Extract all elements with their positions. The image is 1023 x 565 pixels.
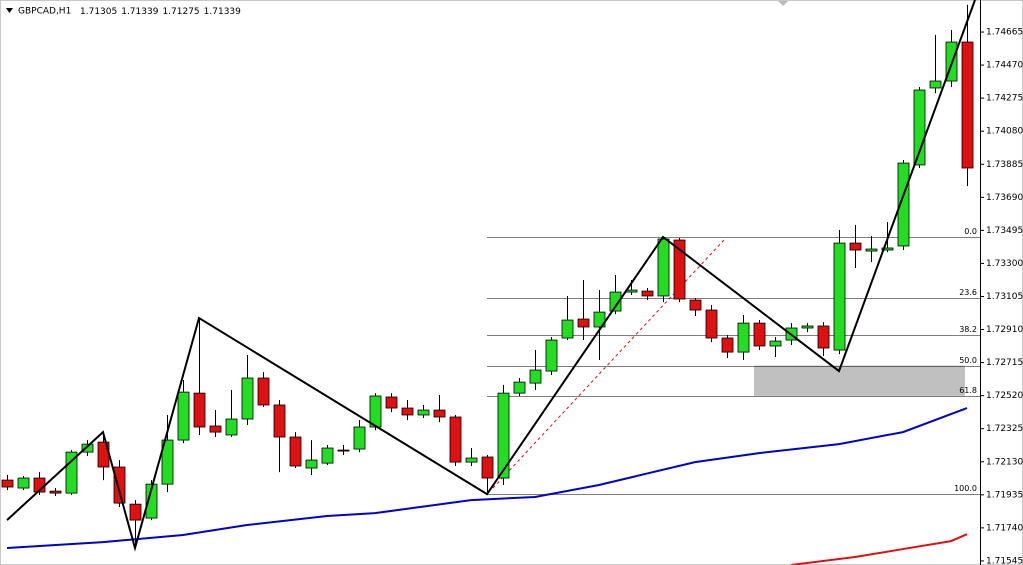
candle-body [705, 309, 718, 339]
symbol-title: GBPCAD,H1 [18, 7, 71, 17]
candle-body [65, 451, 78, 494]
candle-body [513, 381, 526, 394]
y-tick-label: 1.72520 [986, 391, 1023, 401]
candle-body [497, 392, 510, 479]
candle-body [81, 443, 94, 453]
y-tick-label: 1.72715 [986, 358, 1023, 368]
candle-body [577, 318, 590, 328]
candle-body [833, 242, 846, 351]
candle-body [481, 456, 494, 479]
y-tick-label: 1.73105 [986, 292, 1023, 302]
candle-body [353, 426, 366, 450]
candle-body [401, 407, 414, 416]
candle-body [737, 322, 750, 353]
candle-body [753, 322, 766, 347]
candle-body [657, 238, 670, 297]
candle-body [801, 325, 814, 329]
quote-value: 1.71305 [80, 7, 117, 17]
candle-body [913, 89, 926, 166]
candle-body [721, 337, 734, 353]
menu-arrow[interactable] [6, 8, 13, 13]
fib-label: 50.0 [959, 356, 977, 365]
candle-body [273, 404, 286, 438]
candle-body [465, 457, 478, 463]
candle-body [897, 162, 910, 247]
y-tick-label: 1.72325 [986, 424, 1023, 434]
candle-body [161, 439, 174, 485]
fib-label: 23.6 [959, 288, 977, 297]
y-tick-label: 1.72910 [986, 325, 1023, 335]
y-tick-label: 1.73690 [986, 193, 1023, 203]
candle-body [321, 447, 334, 464]
y-tick-label: 1.73495 [986, 226, 1023, 236]
candle-body [529, 369, 542, 384]
candle-body [545, 339, 558, 372]
candle-body [225, 418, 238, 436]
y-tick-label: 1.74470 [986, 61, 1023, 71]
candle-body [561, 319, 574, 339]
fib-label: 38.2 [959, 325, 977, 334]
y-tick-label: 1.71545 [986, 556, 1023, 565]
candle-body [593, 311, 606, 328]
candle-body [17, 477, 30, 489]
candle-body [369, 395, 382, 428]
candle-body [817, 325, 830, 349]
y-tick-label: 1.74080 [986, 127, 1023, 137]
candle-body [289, 436, 302, 467]
candle-body [177, 391, 190, 441]
candle-body [865, 248, 878, 252]
candle-body [241, 377, 254, 420]
candle-body [257, 377, 270, 406]
candle-body [113, 466, 126, 504]
candle-body [129, 503, 142, 521]
quote: 1.71305 1.71339 1.71275 1.71339 [80, 7, 241, 17]
candle-body [689, 299, 702, 311]
y-tick-label: 1.74665 [986, 28, 1023, 38]
candle-body [385, 396, 398, 409]
candle-body [417, 409, 430, 416]
candle-body [673, 239, 686, 300]
candle-body [849, 242, 862, 251]
candle-body [609, 291, 622, 312]
candle-body [337, 449, 350, 452]
fib-label: 100.0 [954, 484, 977, 493]
moving-average [6, 407, 968, 550]
y-tick-label: 1.71935 [986, 490, 1023, 500]
fib-label: 0.0 [964, 227, 977, 236]
y-tick-label: 1.72130 [986, 457, 1023, 467]
fib-label: 61.8 [959, 386, 977, 395]
quote-value: 1.71339 [204, 7, 241, 17]
fib-zone [754, 365, 965, 396]
candle-body [433, 409, 446, 418]
candle-body [881, 247, 894, 251]
candle-body [641, 290, 654, 297]
quote-value: 1.71275 [162, 7, 199, 17]
moving-average [790, 533, 968, 565]
candle-body [49, 490, 62, 494]
shift-marker [778, 1, 788, 6]
zigzag [6, 0, 976, 552]
candle-body [1, 479, 14, 488]
candle-body [305, 459, 318, 469]
y-tick-label: 1.73885 [986, 160, 1023, 170]
candle-body [209, 425, 222, 433]
y-tick-label: 1.73300 [986, 259, 1023, 269]
y-tick-label: 1.71740 [986, 523, 1023, 533]
candle-body [145, 483, 158, 519]
trend-line [492, 239, 725, 489]
candle-body [193, 392, 206, 428]
candle-body [929, 80, 942, 89]
candle-body [449, 416, 462, 463]
quote-value: 1.71339 [121, 7, 158, 17]
candle-body [769, 340, 782, 347]
candle-body [961, 41, 974, 169]
y-tick-label: 1.74275 [986, 94, 1023, 104]
